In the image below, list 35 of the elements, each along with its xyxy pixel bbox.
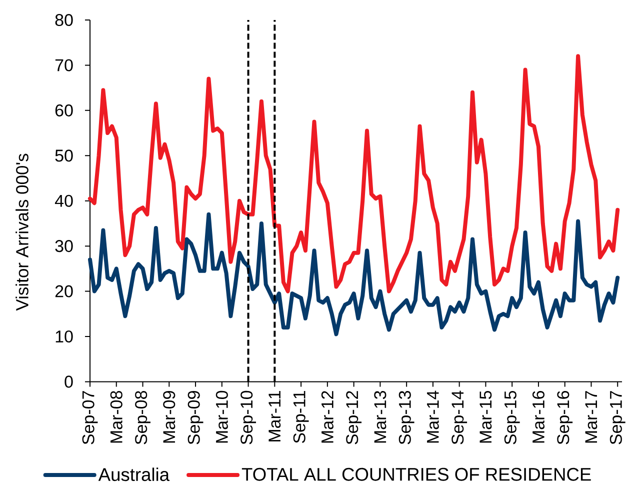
y-tick-label: 30 [55,240,73,252]
legend-label: Australia [98,468,170,482]
x-tick-label: Sep-17 [610,391,626,444]
y-tick-label: 20 [55,285,73,298]
y-tick-label: 40 [54,194,73,207]
y-tick-label: 50 [55,150,73,162]
x-tick-label: Mar-15 [480,390,492,443]
x-tick-label: Sep-08 [135,390,150,444]
y-tick-label: 0 [64,376,73,388]
x-tick-label: Sep-15 [504,390,520,444]
x-tick-label: Sep-10 [240,390,256,444]
legend-label: TOTAL ALL COUNTRIES OF RESIDENCE [242,468,591,481]
x-tick-label: Mar-17 [585,391,598,443]
y-tick-label: 10 [56,330,73,343]
x-tick-label: Mar-12 [321,391,334,443]
line-series [88,212,620,336]
line-series [88,54,620,294]
y-axis-title: Visitor Arrivals 000's [16,154,28,311]
x-tick-label: Mar-10 [216,390,228,443]
x-tick-label: Mar-11 [268,391,281,442]
x-tick-label: Sep-07 [82,391,98,444]
x-tick-label: Mar-16 [532,390,544,443]
x-tick-label: Mar-08 [110,390,122,443]
y-tick-label: 60 [55,104,73,116]
x-tick-label: Sep-16 [557,390,573,444]
x-tick-label: Sep-11 [293,391,309,444]
x-tick-label: Sep-12 [346,391,362,444]
y-tick-label: 80 [55,14,73,26]
x-tick-label: Sep-14 [452,390,468,444]
x-tick-label: Mar-14 [427,390,439,443]
x-tick-label: Mar-09 [163,391,176,443]
x-tick-label: Sep-09 [188,391,204,444]
x-tick-label: Mar-13 [374,390,386,443]
x-tick-label: Sep-13 [398,390,414,444]
y-tick-label: 70 [55,59,73,72]
